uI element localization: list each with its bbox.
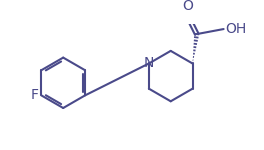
Text: OH: OH — [225, 22, 247, 36]
Text: N: N — [144, 57, 154, 70]
Text: O: O — [182, 0, 193, 13]
Text: F: F — [31, 88, 39, 102]
